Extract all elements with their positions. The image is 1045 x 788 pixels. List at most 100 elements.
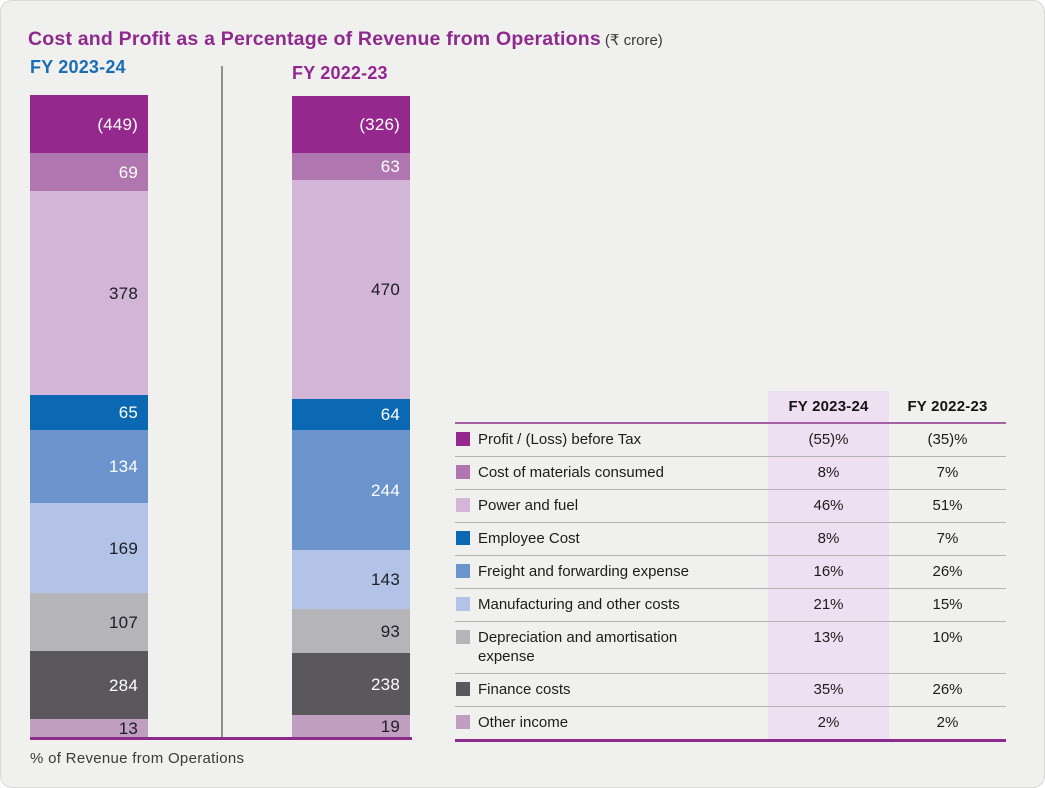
- bar-segment-value: 107: [109, 612, 138, 632]
- percent-value-fy2223: 7%: [936, 464, 959, 481]
- percent-value-fy2223: 15%: [932, 596, 963, 613]
- table-row-3: Employee Cost 8% 7%: [455, 523, 1006, 556]
- percent-value-fy2324: 2%: [817, 714, 840, 731]
- bar-segment-value: 65: [118, 403, 138, 422]
- category-label: Cost of materials consumed: [478, 464, 664, 481]
- bar-segment-fy2324-2: 378: [30, 191, 148, 395]
- percent-value-fy2324: 8%: [817, 530, 840, 547]
- table-header-row: FY 2023-24 FY 2022-23: [455, 391, 1006, 424]
- percent-value-fy2223: 2%: [936, 714, 959, 731]
- bar-segment-value: 19: [380, 717, 400, 736]
- table-label-cell: Employee Cost: [455, 529, 768, 548]
- bar-segment-value: 63: [380, 157, 400, 176]
- table-row-1: Cost of materials consumed 8% 7%: [455, 457, 1006, 490]
- category-label: Manufacturing and other costs: [478, 596, 680, 613]
- bar-segment-value: 13: [118, 718, 138, 738]
- table-row-7: Finance costs 35% 26%: [455, 674, 1006, 707]
- percent-value-fy2324: 13%: [813, 629, 844, 646]
- table-row-0: Profit / (Loss) before Tax (55)% (35)%: [455, 424, 1006, 457]
- axis-footnote: % of Revenue from Operations: [30, 750, 245, 767]
- bar-segment-fy2223-6: 93: [292, 609, 410, 653]
- series-label-fy-2022-23: FY 2022-23: [292, 63, 388, 83]
- category-label: Other income: [478, 714, 569, 731]
- percent-value-fy2324: 16%: [813, 563, 844, 580]
- bar-segment-value: 69: [118, 162, 138, 182]
- bar-segment-value: 169: [109, 538, 138, 558]
- title-text: Cost and Profit as a Percentage of Reven…: [28, 28, 601, 50]
- bar-segment-fy2223-5: 143: [292, 550, 410, 609]
- table-label-cell: Other income: [455, 713, 768, 732]
- bar-segment-value: 378: [109, 283, 138, 303]
- table-label-cell: Profit / (Loss) before Tax: [455, 430, 768, 449]
- table-header-fy-2023-24: FY 2023-24: [788, 398, 869, 415]
- bar-segment-value: (326): [359, 115, 400, 134]
- table-label-cell: Cost of materials consumed: [455, 463, 768, 482]
- percent-value-fy2324: (55)%: [808, 431, 849, 448]
- percent-value-fy2324: 46%: [813, 497, 844, 514]
- table-label-cell: Depreciation and amortisation expense: [455, 628, 768, 666]
- bar-segment-value: (449): [97, 114, 138, 134]
- percent-value-fy2223: 10%: [932, 629, 963, 646]
- table-row-6: Depreciation and amortisation expense 13%…: [455, 622, 1006, 674]
- bar-segment-fy2324-5: 169: [30, 503, 148, 593]
- legend-swatch-icon: [456, 531, 470, 545]
- percent-value-fy2223: 26%: [932, 681, 963, 698]
- stacked-bar-fy-2022-23: (326) 63 470 64 244 143 93 238 19: [292, 96, 410, 738]
- legend-swatch-icon: [456, 465, 470, 479]
- bar-segment-value: 470: [371, 280, 400, 299]
- table-label-cell: Freight and forwarding expense: [455, 562, 768, 581]
- table-label-cell: Manufacturing and other costs: [455, 595, 768, 614]
- bar-segment-fy2223-8: 19: [292, 715, 410, 738]
- table-row-5: Manufacturing and other costs 21% 15%: [455, 589, 1006, 622]
- table-row-2: Power and fuel 46% 51%: [455, 490, 1006, 523]
- bar-segment-fy2324-0: (449): [30, 95, 148, 153]
- stacked-bar-fy-2023-24: (449) 69 378 65 134 169 107 284 13: [30, 95, 148, 737]
- bar-segment-fy2324-1: 69: [30, 153, 148, 191]
- percent-value-fy2223: 7%: [936, 530, 959, 547]
- bar-segment-fy2223-4: 244: [292, 430, 410, 550]
- bar-segment-fy2324-6: 107: [30, 593, 148, 651]
- table-label-cell: Power and fuel: [455, 496, 768, 515]
- bar-segment-value: 244: [371, 480, 400, 500]
- bar-segment-fy2223-2: 470: [292, 180, 410, 399]
- table-body: Profit / (Loss) before Tax (55)% (35)% Cost…: [455, 424, 1006, 742]
- legend-swatch-icon: [456, 564, 470, 578]
- bar-segment-fy2223-3: 64: [292, 399, 410, 430]
- legend-swatch-icon: [456, 498, 470, 512]
- bar-segment-fy2223-0: (326): [292, 96, 410, 153]
- legend-swatch-icon: [456, 630, 470, 644]
- bar-segment-value: 134: [109, 457, 138, 476]
- category-label: Power and fuel: [478, 497, 579, 514]
- bar-segment-fy2324-3: 65: [30, 395, 148, 430]
- bar-segment-value: 93: [380, 621, 400, 641]
- percent-value-fy2223: 51%: [932, 497, 963, 514]
- bar-segment-fy2223-1: 63: [292, 153, 410, 180]
- bar-segment-fy2324-7: 284: [30, 651, 148, 719]
- title-unit: (₹ crore): [604, 32, 663, 49]
- table-header-fy-2022-23: FY 2022-23: [907, 398, 988, 415]
- bar-segment-value: 64: [380, 405, 400, 424]
- category-label: Depreciation and amortisation expense: [478, 629, 678, 665]
- table-row-4: Freight and forwarding expense 16% 26%: [455, 556, 1006, 589]
- percent-value-fy2223: 26%: [932, 563, 963, 580]
- percent-value-fy2223: (35)%: [927, 431, 968, 448]
- bar-segment-fy2223-7: 238: [292, 653, 410, 715]
- category-label: Freight and forwarding expense: [478, 563, 689, 580]
- chart-baseline: [30, 737, 412, 740]
- percent-value-fy2324: 21%: [813, 596, 844, 613]
- category-label: Profit / (Loss) before Tax: [478, 431, 642, 448]
- page-title: Cost and Profit as a Percentage of Reven…: [28, 16, 663, 53]
- series-divider-line: [221, 66, 223, 737]
- percent-value-fy2324: 8%: [817, 464, 840, 481]
- bar-segment-value: 143: [371, 570, 400, 589]
- bar-segment-value: 238: [371, 674, 400, 694]
- legend-table: FY 2023-24 FY 2022-23 Profit / (Loss) be…: [455, 391, 1006, 742]
- table-row-8: Other income 2% 2%: [455, 707, 1006, 742]
- bar-segment-fy2324-4: 134: [30, 430, 148, 503]
- table-label-cell: Finance costs: [455, 680, 768, 699]
- series-label-fy-2023-24: FY 2023-24: [30, 57, 126, 77]
- legend-swatch-icon: [456, 432, 470, 446]
- bar-segment-fy2324-8: 13: [30, 719, 148, 737]
- legend-swatch-icon: [456, 715, 470, 729]
